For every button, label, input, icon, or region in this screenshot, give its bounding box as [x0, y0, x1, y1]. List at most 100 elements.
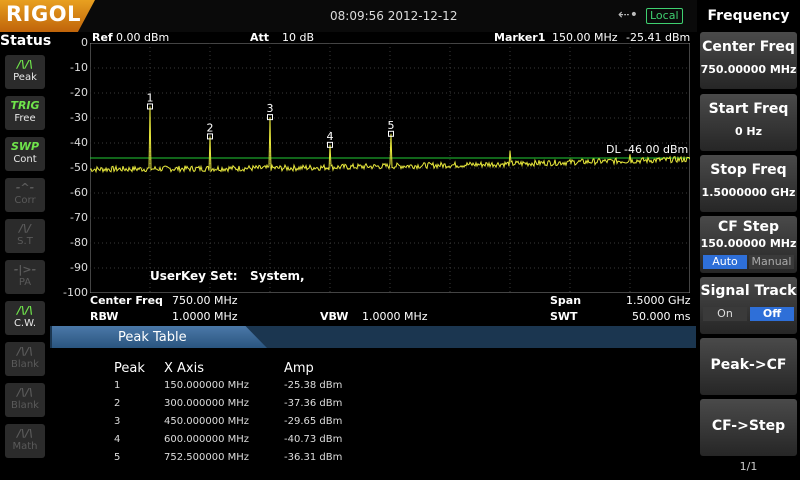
- start-freq-button-label: Start Freq: [708, 101, 789, 117]
- peak-cell-index: 4: [114, 434, 121, 445]
- marker-amp: -25.41 dBm: [626, 31, 691, 44]
- center-freq-label: Center Freq: [90, 294, 163, 307]
- status-item-free: TRIG Free: [5, 96, 45, 130]
- y-tick-label: -20: [70, 86, 88, 99]
- status-item-cw: /\/\ C.W.: [5, 301, 45, 335]
- peak-cell-amp: -29.65 dBm: [284, 416, 343, 427]
- peak-cell-x: 600.000000 MHz: [164, 434, 250, 445]
- remote-status-badge: Local: [646, 8, 683, 24]
- status-item-label: Math: [12, 441, 38, 452]
- rbw-value: 1.0000 MHz: [172, 310, 238, 323]
- blank-icon: /\/\: [16, 386, 34, 399]
- peak-to-cf-label: Peak->CF: [710, 357, 787, 373]
- math-icon: /\/\: [16, 427, 34, 440]
- peak-cell-x: 450.000000 MHz: [164, 416, 250, 427]
- marker-4-label: 4: [327, 130, 334, 143]
- st-icon: /\/: [18, 222, 32, 235]
- marker-2-point: [207, 133, 213, 140]
- page-indicator: 1/1: [739, 460, 758, 473]
- start-freq-button-value: 0 Hz: [734, 125, 763, 138]
- y-tick-label: -100: [63, 286, 88, 299]
- signal-track-button[interactable]: Signal Track: [700, 277, 797, 334]
- ref-value: 0.00 dBm: [116, 31, 170, 44]
- cf-step-button-value: 150.00000 MHz: [700, 237, 797, 250]
- marker-1-label: 1: [147, 91, 154, 104]
- status-item-label: Peak: [13, 72, 37, 83]
- stop-freq-button-value: 1.5000000 GHz: [701, 186, 796, 199]
- userkey-set: UserKey Set: System,: [150, 269, 305, 283]
- start-freq-button[interactable]: Start Freq 0 Hz: [700, 94, 797, 151]
- cw-icon: /\/\: [16, 304, 34, 317]
- userkey-value: System,: [250, 269, 305, 283]
- cf-step-button-label: CF Step: [717, 219, 779, 235]
- peak-icon: /\/\: [16, 58, 34, 71]
- y-tick-label: -60: [70, 186, 88, 199]
- status-item-label: Cont: [13, 154, 37, 165]
- y-tick-label: -90: [70, 261, 88, 274]
- marker-3-label: 3: [267, 102, 274, 115]
- att-value: 10 dB: [282, 31, 315, 44]
- marker-3-point: [267, 114, 273, 121]
- peak-cell-x: 150.000000 MHz: [164, 380, 250, 391]
- corr-icon: -^-: [15, 181, 35, 194]
- status-item-label: S.T: [17, 236, 33, 247]
- signal-track-button-label: Signal Track: [700, 283, 797, 299]
- y-tick-label: -80: [70, 236, 88, 249]
- marker-5-label: 5: [388, 119, 395, 132]
- status-item-label: Free: [14, 113, 36, 124]
- peak-cell-amp: -36.31 dBm: [284, 452, 343, 463]
- status-item-pa: -|>- PA: [5, 260, 45, 294]
- spectrum-trace: [90, 106, 690, 174]
- stop-freq-button[interactable]: Stop Freq 1.5000000 GHz: [700, 155, 797, 212]
- y-tick-label: -40: [70, 136, 88, 149]
- y-tick-label: -10: [70, 61, 88, 74]
- dl-value: -46.00 dBm: [624, 143, 689, 156]
- peak-cell-amp: -25.38 dBm: [284, 380, 343, 391]
- top-bar: [0, 0, 697, 32]
- status-item-blank: /\/\ Blank: [5, 342, 45, 376]
- y-tick-label: -50: [70, 161, 88, 174]
- brand-text: RIGOL: [6, 2, 81, 26]
- peak-cell-index: 3: [114, 416, 121, 427]
- y-tick-label: 0: [81, 36, 88, 49]
- signal-track-off-option[interactable]: Off: [750, 307, 794, 321]
- rbw-label: RBW: [90, 310, 119, 323]
- peak-to-cf-button[interactable]: Peak->CF: [700, 338, 797, 395]
- y-tick-label: -30: [70, 111, 88, 124]
- marker-group: 1 2 3 4 5: [147, 91, 395, 148]
- cf-step-manual-option[interactable]: Manual: [749, 255, 794, 269]
- cf-step-auto-option[interactable]: Auto: [703, 255, 747, 269]
- status-item-math: /\/\ Math: [5, 424, 45, 458]
- peak-table-title: Peak Table: [118, 330, 187, 345]
- att-label: Att: [250, 31, 270, 44]
- status-item-label: PA: [18, 277, 32, 288]
- brand-logo: RIGOL: [0, 0, 95, 32]
- span-value: 1.5000 GHz: [626, 294, 691, 307]
- col-header-amp: Amp: [284, 361, 314, 376]
- marker-5-point: [388, 130, 394, 137]
- menu-title: Frequency: [707, 8, 790, 24]
- marker-2-label: 2: [207, 121, 214, 134]
- marker-label: Marker1: [494, 31, 546, 44]
- vbw-label: VBW: [320, 310, 349, 323]
- peak-cell-x: 300.000000 MHz: [164, 398, 250, 409]
- peak-cell-x: 752.500000 MHz: [164, 452, 250, 463]
- datetime: 08:09:56 2012-12-12: [330, 9, 458, 23]
- status-item-label: Blank: [11, 359, 39, 370]
- cf-to-step-label: CF->Step: [711, 418, 786, 434]
- stop-freq-button-label: Stop Freq: [710, 162, 787, 178]
- signal-track-on-option[interactable]: On: [703, 307, 747, 321]
- peak-table-tab[interactable]: [52, 326, 267, 348]
- marker-4-point: [327, 141, 333, 148]
- vbw-value: 1.0000 MHz: [362, 310, 428, 323]
- peak-cell-index: 5: [114, 452, 121, 463]
- swt-label: SWT: [550, 310, 578, 323]
- col-header-peak: Peak: [114, 361, 145, 376]
- plot-grid: [90, 43, 690, 293]
- center-freq-button[interactable]: Center Freq 750.00000 MHz: [700, 32, 797, 89]
- swt-value: 50.000 ms: [632, 310, 691, 323]
- center-freq-button-label: Center Freq: [702, 39, 795, 55]
- swp-icon: SWP: [10, 140, 40, 153]
- cf-to-step-button[interactable]: CF->Step: [700, 399, 797, 456]
- status-item-label: C.W.: [13, 318, 37, 329]
